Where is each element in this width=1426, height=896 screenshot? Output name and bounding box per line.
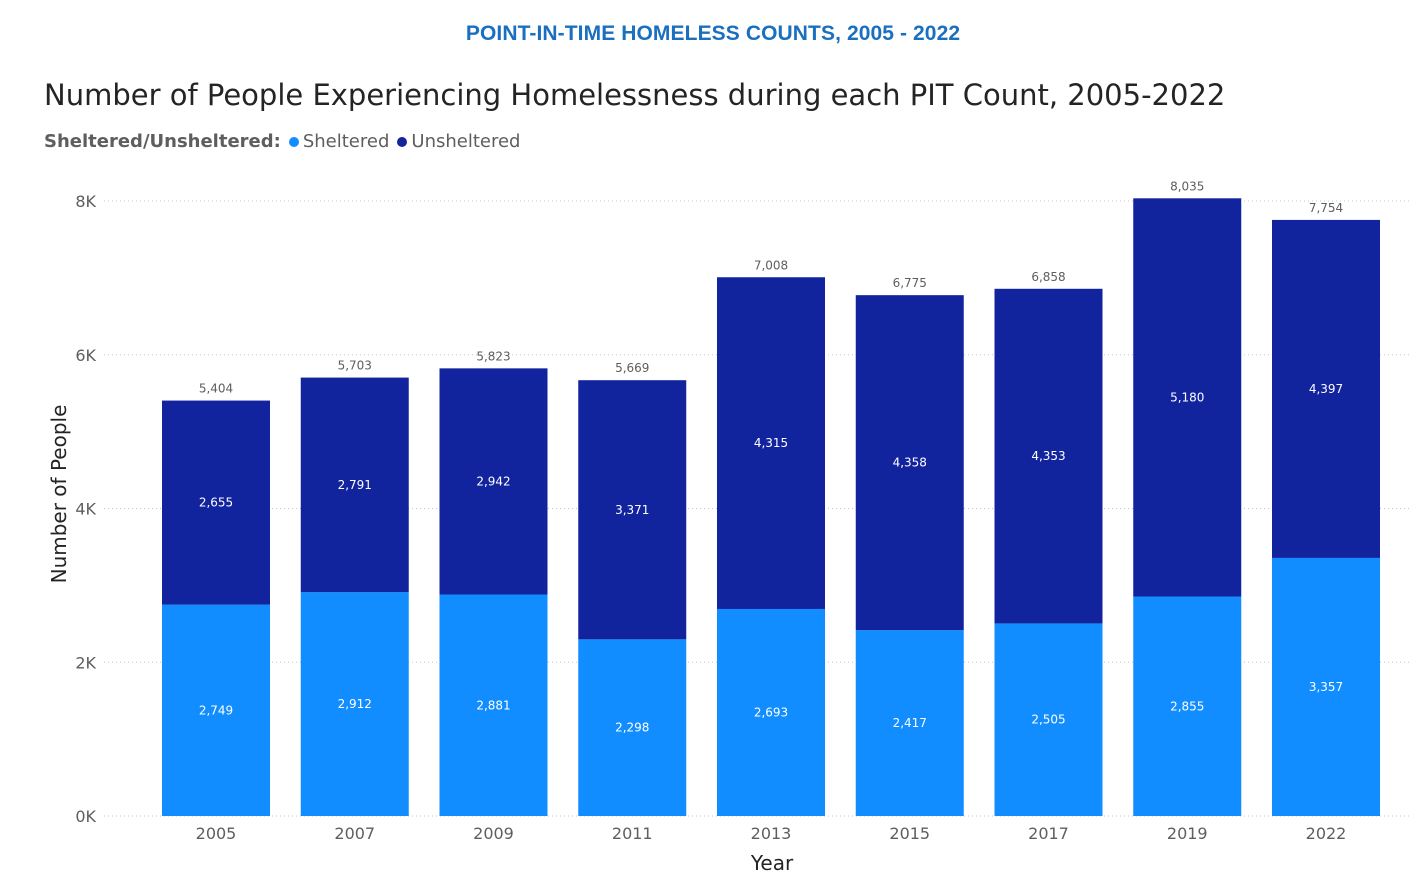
legend-label-sheltered: Sheltered bbox=[302, 131, 390, 152]
bar-unsheltered-2013 bbox=[717, 277, 825, 609]
bar-sheltered-2019 bbox=[1133, 596, 1242, 816]
data-label-unsheltered: 2,791 bbox=[338, 478, 372, 492]
bar-sheltered-2013 bbox=[717, 608, 825, 816]
bar-sheltered-2009 bbox=[439, 594, 548, 816]
bar-unsheltered-2019 bbox=[1133, 198, 1242, 597]
data-label-unsheltered: 2,655 bbox=[199, 496, 233, 510]
data-label-sheltered: 2,505 bbox=[1031, 713, 1065, 727]
total-label: 5,703 bbox=[338, 359, 372, 373]
bar-unsheltered-2007 bbox=[300, 377, 409, 593]
data-label-unsheltered: 5,180 bbox=[1170, 390, 1204, 404]
y-tick-label: 8K bbox=[75, 192, 96, 211]
bar-sheltered-2015 bbox=[855, 630, 964, 816]
total-label: 5,669 bbox=[615, 361, 649, 375]
x-tick-label: 2011 bbox=[612, 824, 653, 843]
data-label-unsheltered: 3,371 bbox=[615, 503, 649, 517]
data-label-sheltered: 2,855 bbox=[1170, 699, 1204, 713]
chart-title: Number of People Experiencing Homelessne… bbox=[44, 78, 1226, 112]
data-label-sheltered: 2,693 bbox=[754, 705, 788, 719]
y-tick-label: 6K bbox=[75, 346, 96, 365]
y-axis-title: Number of People bbox=[47, 405, 71, 584]
x-tick-label: 2019 bbox=[1167, 824, 1208, 843]
bar-sheltered-2011 bbox=[578, 639, 687, 816]
total-label: 7,008 bbox=[754, 258, 788, 272]
bar-unsheltered-2015 bbox=[855, 295, 964, 631]
x-tick-label: 2022 bbox=[1306, 824, 1347, 843]
bar-unsheltered-2022 bbox=[1272, 219, 1380, 558]
legend-dot-unsheltered bbox=[397, 136, 408, 147]
bar-unsheltered-2011 bbox=[578, 380, 687, 640]
data-label-sheltered: 2,298 bbox=[615, 721, 649, 735]
data-label-unsheltered: 2,942 bbox=[476, 474, 510, 488]
y-tick-label: 2K bbox=[75, 653, 96, 672]
data-label-sheltered: 2,881 bbox=[476, 698, 510, 712]
bar-sheltered-2007 bbox=[300, 592, 409, 816]
data-label-unsheltered: 4,358 bbox=[893, 456, 927, 470]
bar-unsheltered-2017 bbox=[994, 288, 1103, 624]
x-tick-label: 2005 bbox=[196, 824, 237, 843]
total-label: 8,035 bbox=[1170, 179, 1204, 193]
total-label: 6,858 bbox=[1031, 270, 1065, 284]
bar-sheltered-2022 bbox=[1272, 557, 1380, 816]
total-label: 5,823 bbox=[476, 349, 510, 363]
total-label: 5,404 bbox=[199, 382, 233, 396]
data-label-sheltered: 2,749 bbox=[199, 703, 233, 717]
bar-unsheltered-2009 bbox=[439, 368, 548, 595]
x-tick-label: 2015 bbox=[889, 824, 930, 843]
data-label-unsheltered: 4,397 bbox=[1309, 382, 1343, 396]
x-tick-label: 2009 bbox=[473, 824, 514, 843]
data-label-sheltered: 2,912 bbox=[338, 697, 372, 711]
dashboard-banner-title: POINT-IN-TIME HOMELESS COUNTS, 2005 - 20… bbox=[465, 22, 961, 45]
data-label-unsheltered: 4,315 bbox=[754, 436, 788, 450]
y-tick-label: 0K bbox=[75, 807, 96, 826]
x-tick-label: 2017 bbox=[1028, 824, 1069, 843]
bar-unsheltered-2005 bbox=[162, 400, 270, 605]
x-tick-label: 2007 bbox=[334, 824, 375, 843]
data-label-sheltered: 3,357 bbox=[1309, 680, 1343, 694]
bar-sheltered-2005 bbox=[162, 604, 270, 816]
chart-legend: Sheltered/Unsheltered: Sheltered Unshelt… bbox=[44, 131, 528, 152]
x-axis-title: Year bbox=[750, 851, 794, 875]
data-label-unsheltered: 4,353 bbox=[1031, 449, 1065, 463]
total-label: 7,754 bbox=[1309, 201, 1343, 215]
legend-label-unsheltered: Unsheltered bbox=[411, 131, 521, 152]
x-tick-label: 2013 bbox=[751, 824, 792, 843]
y-tick-label: 4K bbox=[75, 500, 96, 519]
legend-title: Sheltered/Unsheltered: bbox=[44, 131, 281, 152]
bar-sheltered-2017 bbox=[994, 623, 1103, 816]
legend-dot-sheltered bbox=[288, 136, 299, 147]
total-label: 6,775 bbox=[893, 276, 927, 290]
data-label-sheltered: 2,417 bbox=[893, 716, 927, 730]
legend-item-unsheltered[interactable]: Unsheltered bbox=[397, 131, 520, 152]
legend-item-sheltered[interactable]: Sheltered bbox=[288, 131, 390, 152]
